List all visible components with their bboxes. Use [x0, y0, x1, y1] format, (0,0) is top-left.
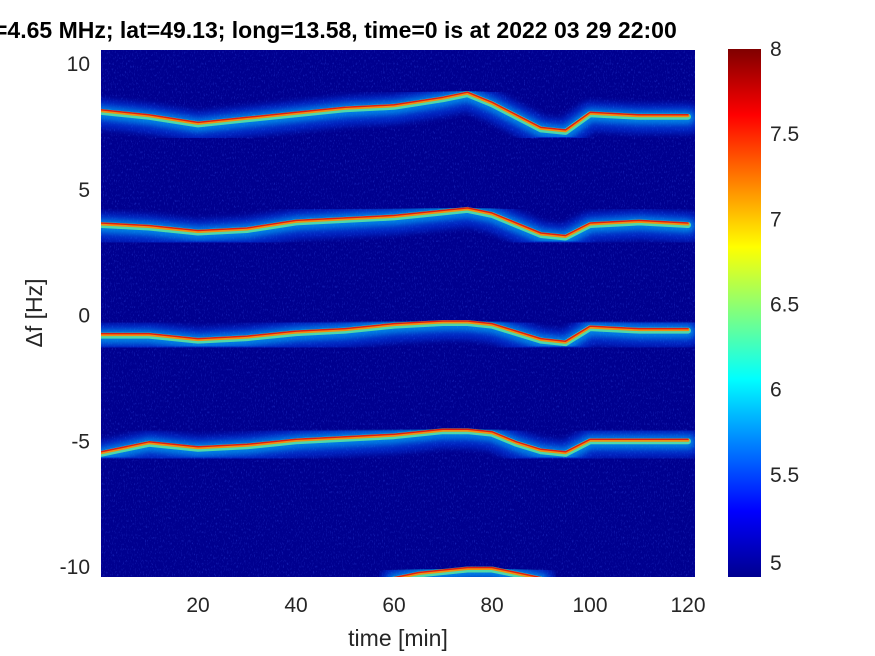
colorbar-tick-label: 6 [770, 379, 782, 402]
colorbar-tick-label: 8 [770, 38, 782, 61]
x-tick-label: 100 [572, 594, 607, 617]
trace-3-layer-5 [101, 320, 689, 342]
x-tick-label: 60 [382, 594, 405, 617]
trace-1-layer-5 [101, 91, 689, 131]
x-tick-label: 20 [186, 594, 209, 617]
colorbar [728, 49, 761, 577]
x-axis-label: time [min] [348, 625, 448, 651]
trace-1-layer-4 [101, 91, 690, 133]
y-tick-label: -10 [60, 556, 90, 579]
trace-5-layer-4 [394, 567, 541, 577]
trace-4-layer-4 [101, 428, 690, 455]
x-tick-label: 40 [284, 594, 307, 617]
colorbar-tick-label: 6.5 [770, 293, 799, 316]
chart-title: =4.65 MHz; lat=49.13; long=13.58, time=0… [0, 17, 677, 43]
x-tick-label: 120 [670, 594, 705, 617]
trace-3-layer-4 [101, 320, 690, 344]
y-tick-label: -5 [71, 430, 90, 453]
y-tick-label: 0 [78, 305, 90, 328]
trace-2-layer-5 [101, 207, 689, 237]
x-tick-label: 80 [480, 594, 503, 617]
colorbar-ticks: 8 7.5 7 6.5 6 5.5 5 [770, 38, 799, 575]
colorbar-tick-label: 5 [770, 552, 782, 575]
colorbar-tick-label: 5.5 [770, 464, 799, 487]
y-tick-label: 10 [67, 53, 90, 76]
colorbar-tick-label: 7 [770, 208, 782, 231]
trace-2-layer-4 [101, 207, 690, 238]
trace-4-layer-5 [101, 428, 689, 453]
y-axis-label: Δf [Hz] [21, 278, 47, 347]
colorbar-tick-label: 7.5 [770, 123, 799, 146]
y-tick-label: 5 [78, 179, 90, 202]
signal-traces [101, 81, 695, 577]
trace-5-layer-5 [393, 566, 542, 577]
x-axis-ticks: 20 40 60 80 100 120 [186, 594, 705, 617]
y-axis-ticks: 10 5 0 -5 -10 [60, 53, 90, 579]
